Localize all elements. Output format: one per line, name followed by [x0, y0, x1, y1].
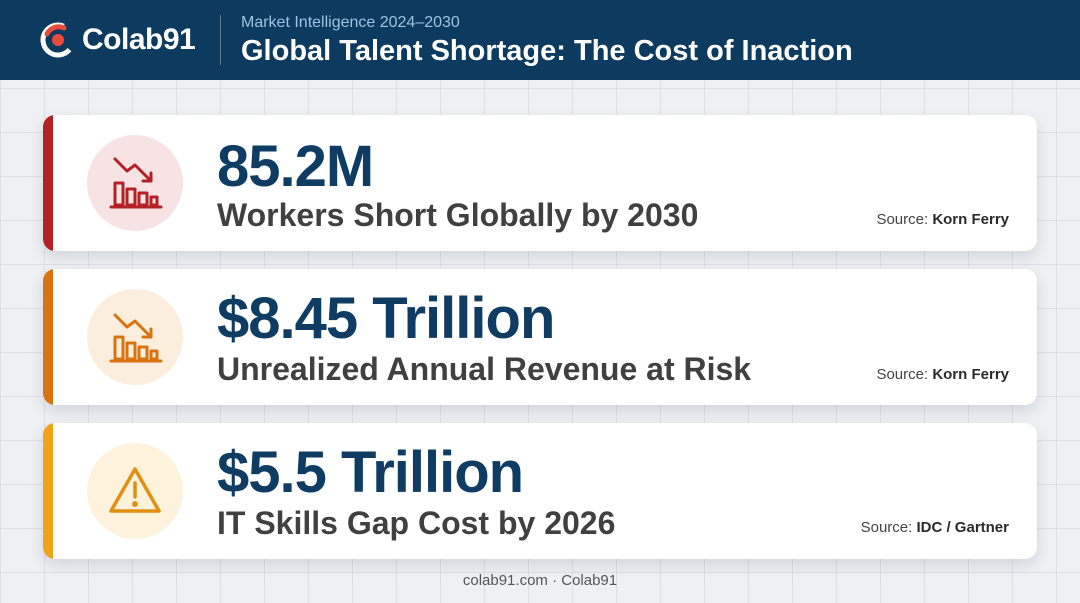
- card-icon-circle: [87, 443, 183, 539]
- warning-triangle-icon: [109, 467, 161, 513]
- stat-description: Workers Short Globally by 2030: [217, 197, 699, 233]
- declining-bar-chart-icon: [109, 313, 163, 363]
- stat-value: $8.45 Trillion: [217, 286, 555, 351]
- stat-description: IT Skills Gap Cost by 2026: [217, 505, 616, 541]
- stat-card-revenue-at-risk: $8.45 Trillion Unrealized Annual Revenue…: [43, 269, 1037, 405]
- card-icon-circle: [87, 135, 183, 231]
- source-label: Source:: [860, 519, 913, 536]
- source-name: IDC / Gartner: [916, 519, 1009, 536]
- source-name: Korn Ferry: [932, 211, 1009, 228]
- card-accent-bar: [43, 269, 53, 405]
- stat-source: Source: IDC / Gartner: [861, 519, 1009, 536]
- stat-value: $5.5 Trillion: [217, 440, 524, 505]
- footer-credit[interactable]: colab91.com · Colab91: [462, 572, 618, 589]
- source-name: Korn Ferry: [932, 366, 1009, 383]
- stat-value: 85.2M: [217, 134, 374, 199]
- header-kicker: Market Intelligence 2024–2030: [241, 13, 460, 31]
- stat-source: Source: Korn Ferry: [876, 366, 1009, 383]
- card-icon-circle: [87, 289, 183, 385]
- brand-logo[interactable]: Colab91: [40, 22, 214, 58]
- card-accent-bar: [43, 423, 53, 559]
- source-label: Source:: [876, 366, 929, 383]
- stat-card-it-skills-gap: $5.5 Trillion IT Skills Gap Cost by 2026…: [43, 423, 1037, 559]
- header-bar: Colab91 Market Intelligence 2024–2030 Gl…: [0, 0, 1080, 80]
- declining-bar-chart-icon: [109, 157, 163, 209]
- colab91-logo-icon: [40, 22, 76, 58]
- stat-source: Source: Korn Ferry: [876, 211, 1009, 228]
- stat-card-workers-short: 85.2M Workers Short Globally by 2030 Sou…: [43, 115, 1037, 251]
- source-label: Source:: [876, 211, 929, 228]
- card-accent-bar: [43, 115, 53, 251]
- header-divider: [220, 15, 221, 65]
- page-title: Global Talent Shortage: The Cost of Inac…: [241, 34, 853, 67]
- stat-description: Unrealized Annual Revenue at Risk: [217, 351, 752, 387]
- brand-name: Colab91: [82, 23, 196, 56]
